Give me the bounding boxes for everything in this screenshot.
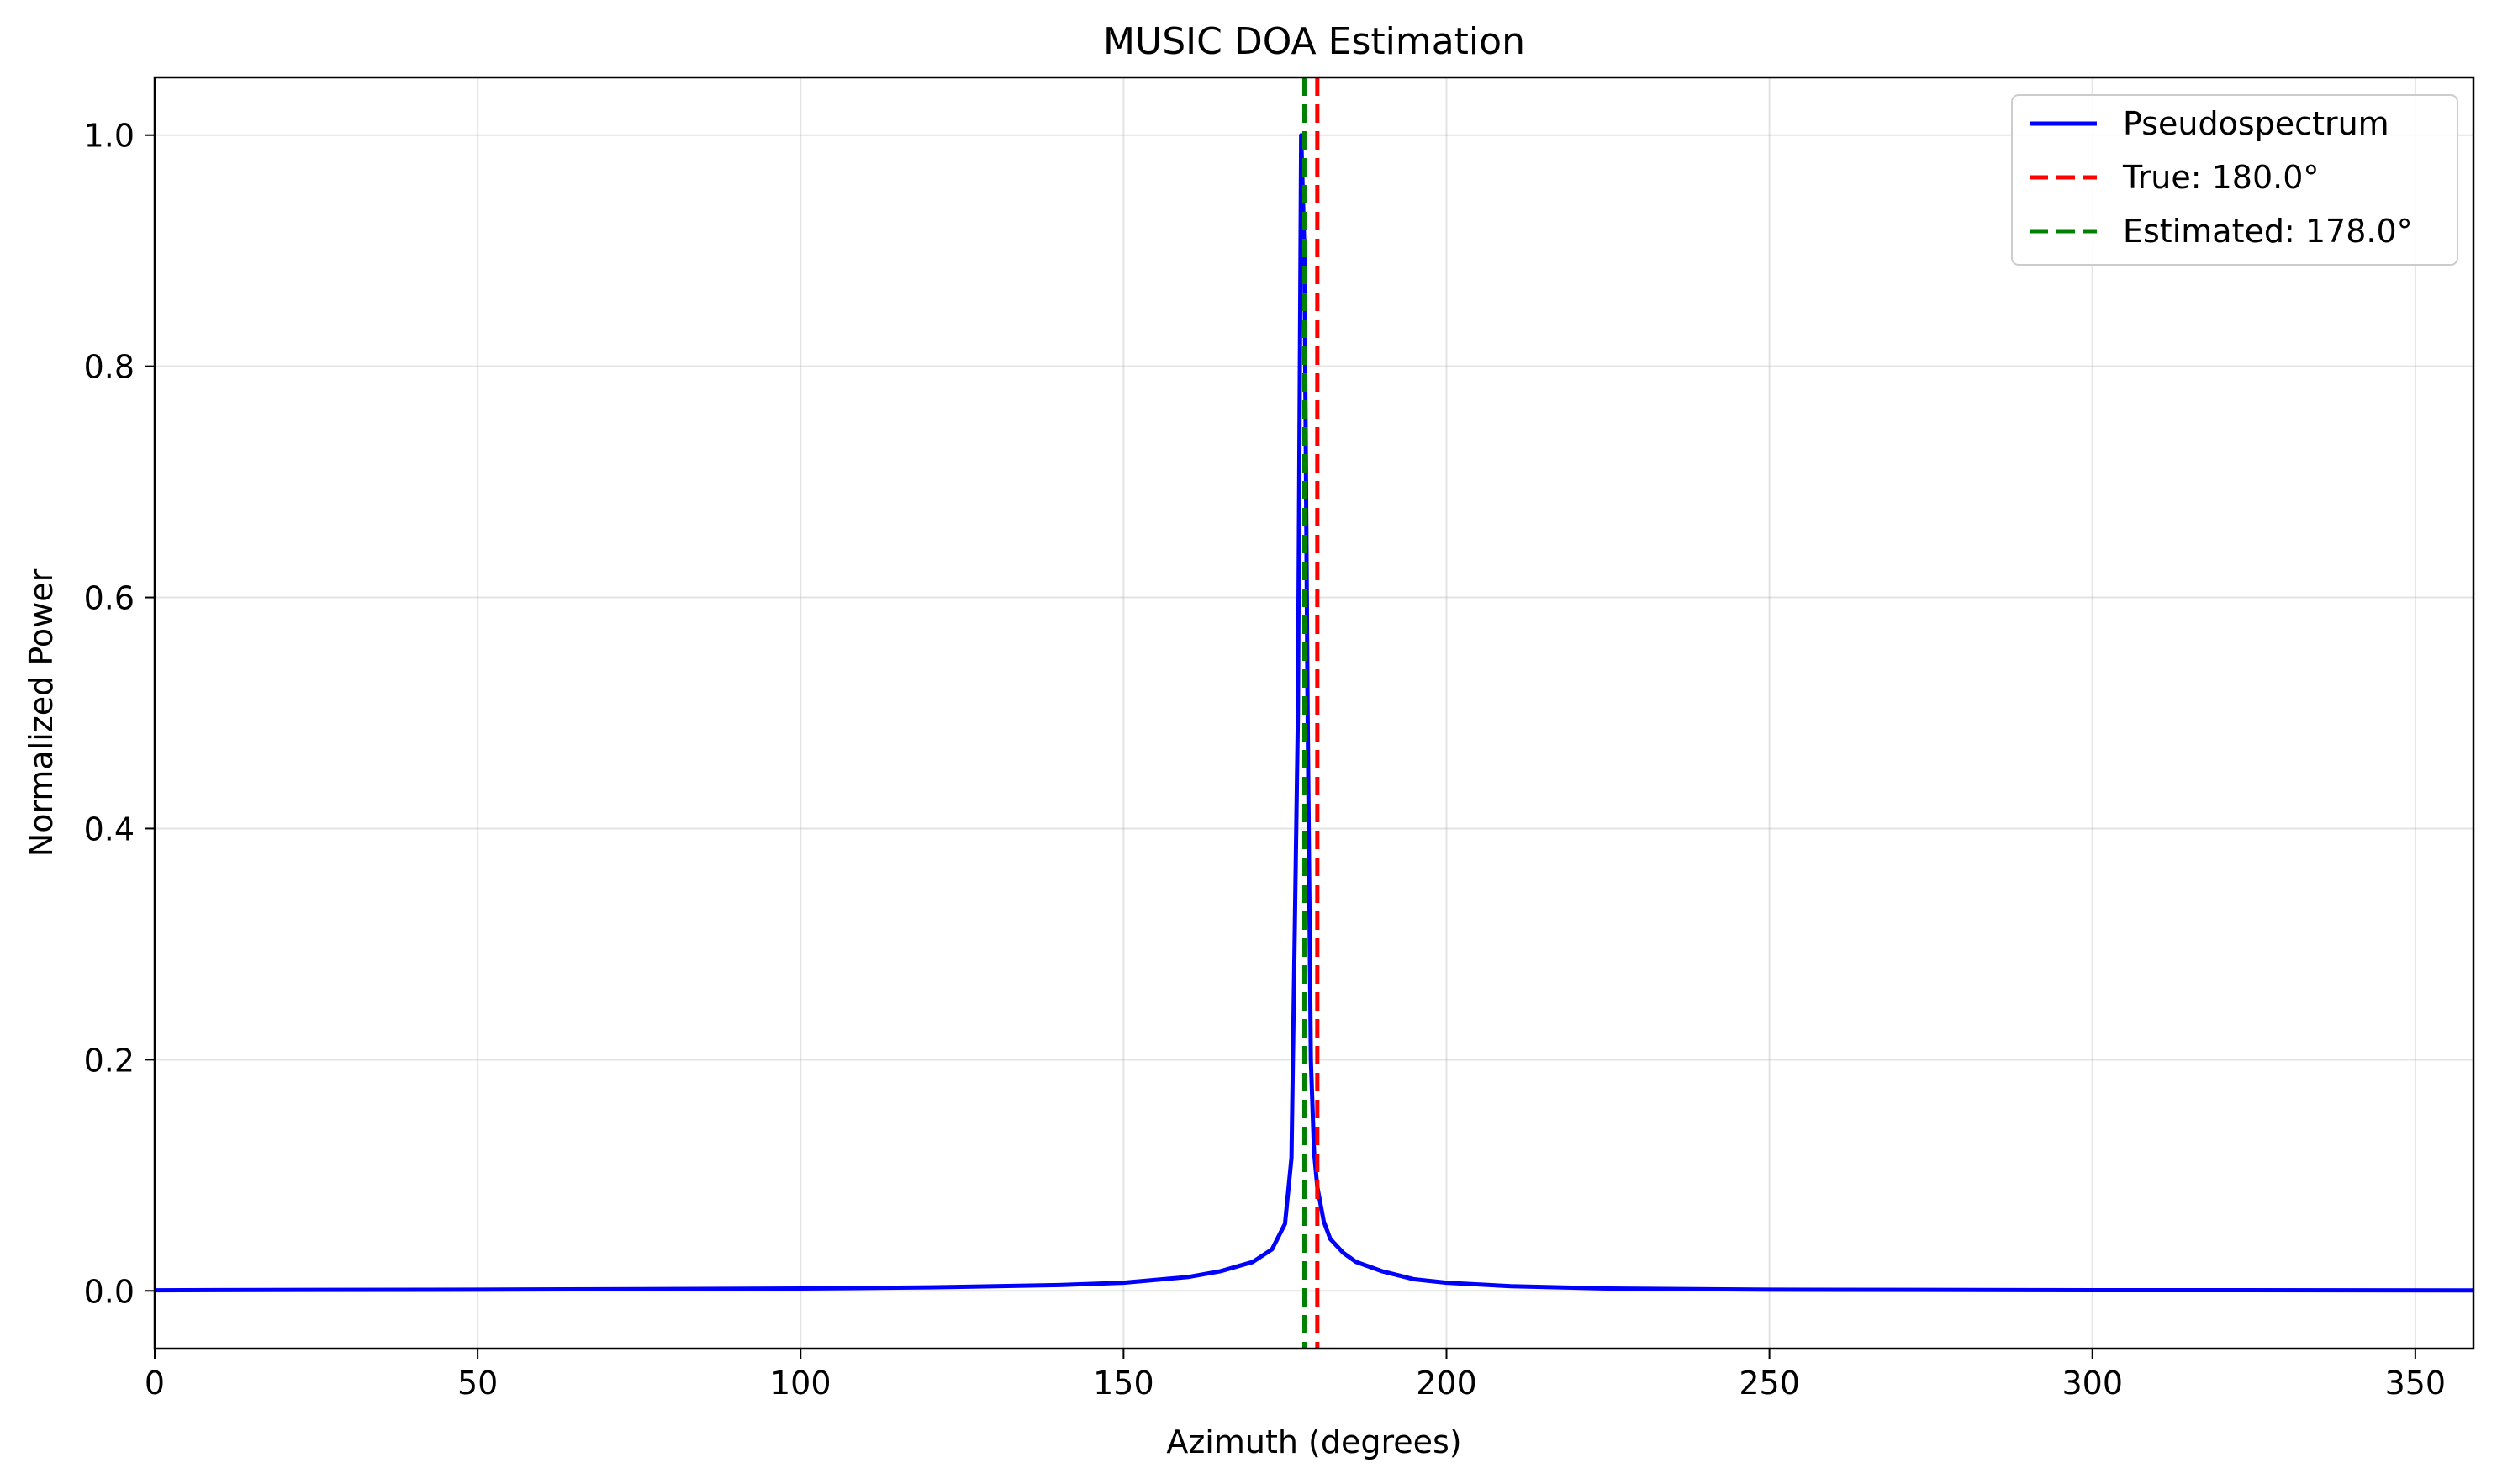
x-tick-label: 100	[770, 1365, 831, 1402]
plot-frame	[153, 76, 2475, 1350]
y-tick-label: 0.8	[84, 349, 135, 386]
x-tick-label: 0	[145, 1365, 165, 1402]
x-tick-label: 250	[1739, 1365, 1800, 1402]
x-axis: 0 50 100 150 200 250 300 350	[145, 1349, 2446, 1402]
x-tick-label: 300	[2061, 1365, 2123, 1402]
chart-title: MUSIC DOA Estimation	[1103, 20, 1525, 63]
y-tick-label: 0.2	[84, 1042, 135, 1079]
y-axis: 0.0 0.2 0.4 0.6 0.8 1.0	[84, 118, 155, 1310]
legend-box	[2011, 94, 2458, 266]
legend: Pseudospectrum True: 180.0° Estimated: 1…	[2011, 94, 2458, 266]
plot-area	[155, 77, 2473, 1349]
y-tick-label: 1.0	[84, 118, 135, 155]
x-tick-label: 350	[2385, 1365, 2447, 1402]
legend-label-true: True: 180.0°	[2122, 159, 2319, 196]
x-tick-label: 200	[1416, 1365, 1477, 1402]
x-tick-label: 50	[457, 1365, 498, 1402]
y-tick-label: 0.4	[84, 811, 135, 848]
y-axis-label: Normalized Power	[23, 568, 60, 857]
legend-label-pseudospectrum: Pseudospectrum	[2123, 105, 2389, 142]
series-layer	[155, 77, 2473, 1349]
x-axis-label: Azimuth (degrees)	[1166, 1423, 1461, 1460]
y-tick-label: 0.0	[84, 1273, 135, 1310]
x-tick-label: 150	[1093, 1365, 1154, 1402]
y-tick-label: 0.6	[84, 580, 135, 617]
legend-label-estimated: Estimated: 178.0°	[2123, 213, 2413, 250]
